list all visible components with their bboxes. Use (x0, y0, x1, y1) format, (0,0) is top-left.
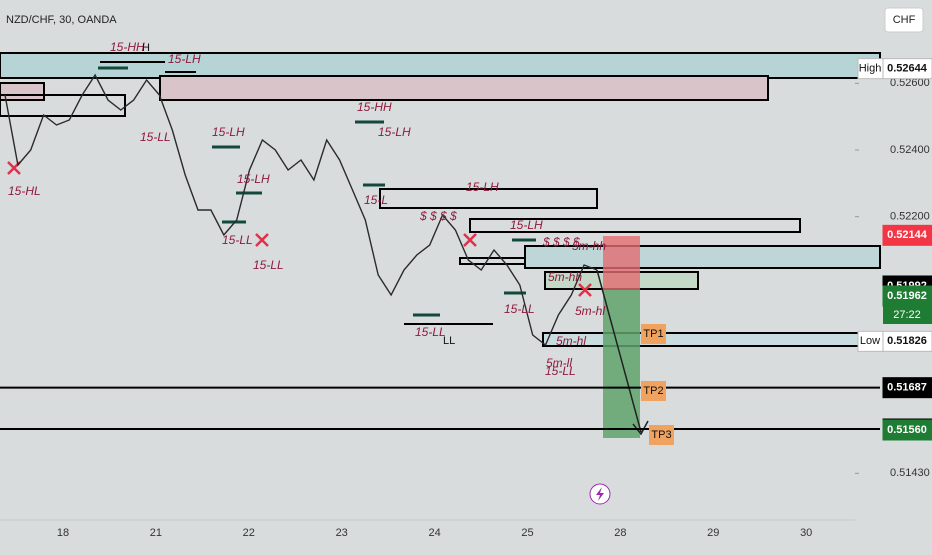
countdown-box (883, 306, 932, 324)
annotation: 15-HL (8, 184, 41, 198)
x-tick-label: 22 (243, 527, 255, 539)
x-mark (255, 233, 269, 247)
x-tick-label: 24 (428, 527, 440, 539)
annotation: 5m-hh (572, 239, 606, 253)
target-box (649, 425, 674, 445)
target-label: TP1 (643, 328, 663, 340)
arrow (596, 269, 649, 436)
annotation: 15-LH (378, 125, 411, 139)
annotation: 15-LL (253, 258, 284, 272)
price-marker-label: 0.51962 (887, 290, 927, 302)
annotation: $ $ $ $ (419, 209, 457, 223)
zone (459, 257, 526, 265)
annotation: 15-LH (237, 172, 270, 186)
target-box (641, 324, 666, 344)
annotation: 15-HH (357, 100, 392, 114)
zone (379, 188, 598, 209)
x-mark (463, 233, 477, 247)
annotation: 5m-hl (556, 334, 586, 348)
annotation: LL (443, 335, 455, 347)
x-tick-label: 23 (336, 527, 348, 539)
zone (159, 75, 769, 101)
marker-tag-label: High (859, 63, 882, 75)
x-marks (7, 161, 592, 297)
zone (0, 52, 881, 79)
currency-button[interactable] (884, 7, 924, 33)
zone (0, 94, 126, 117)
countdown: 27:22 (893, 309, 921, 321)
y-tick-label: 0.52600 (890, 77, 930, 89)
y-tick-label: 0.51430 (890, 467, 930, 479)
target-label: TP2 (643, 385, 663, 397)
price-marker-label: 0.52144 (887, 229, 928, 241)
annotation: 15-LL (140, 130, 171, 144)
annotation: 15-LL (545, 364, 576, 378)
marker-tag (857, 330, 884, 352)
annotation: 15-LL (415, 325, 446, 339)
annotation: 15-HH (110, 40, 145, 54)
marker-tag (857, 58, 884, 80)
price-marker (882, 419, 932, 441)
y-tick-label: 0.52200 (890, 211, 930, 223)
event-bolt (596, 487, 604, 501)
annotation: 5m-hh (548, 270, 582, 284)
price-marker-label: 0.51826 (887, 335, 927, 347)
annotation: $ $ $ $ (542, 235, 580, 249)
price-marker-label: 0.51560 (887, 424, 927, 436)
annotation: 15-LH (466, 180, 499, 194)
x-tick-label: 29 (707, 527, 719, 539)
annotation: 5m-hl (575, 304, 605, 318)
annotation: 15-LH (168, 52, 201, 66)
x-mark (578, 283, 592, 297)
x-tick-label: 28 (614, 527, 626, 539)
annotation: H (142, 42, 150, 54)
annotation: 15-LL (222, 233, 253, 247)
x-tick-label: 21 (150, 527, 162, 539)
y-tick-label: 0.52400 (890, 144, 930, 156)
price-line (4, 73, 598, 347)
marker-tag-label: Low (860, 335, 880, 347)
annotation: 15-LL (504, 302, 535, 316)
price-marker (882, 377, 932, 399)
annotation: 15-L (364, 193, 388, 207)
currency: CHF (893, 14, 916, 26)
price-marker-label: 0.51687 (887, 382, 927, 394)
symbol-title: NZD/CHF, 30, OANDA (6, 14, 117, 26)
zone (0, 82, 45, 101)
zone (469, 218, 801, 233)
target-label: TP3 (651, 429, 671, 441)
target-box (641, 381, 666, 401)
x-tick-label: 25 (521, 527, 533, 539)
stop-zone (603, 236, 640, 290)
annotation: 15-LH (212, 125, 245, 139)
x-tick-label: 30 (800, 527, 812, 539)
x-tick-label: 18 (57, 527, 69, 539)
annotation: 15-LH (510, 218, 543, 232)
annotation: 5m-ll (546, 356, 572, 370)
zone (542, 332, 881, 347)
price-marker-label: 0.52644 (887, 63, 928, 75)
price-marker (882, 224, 932, 246)
